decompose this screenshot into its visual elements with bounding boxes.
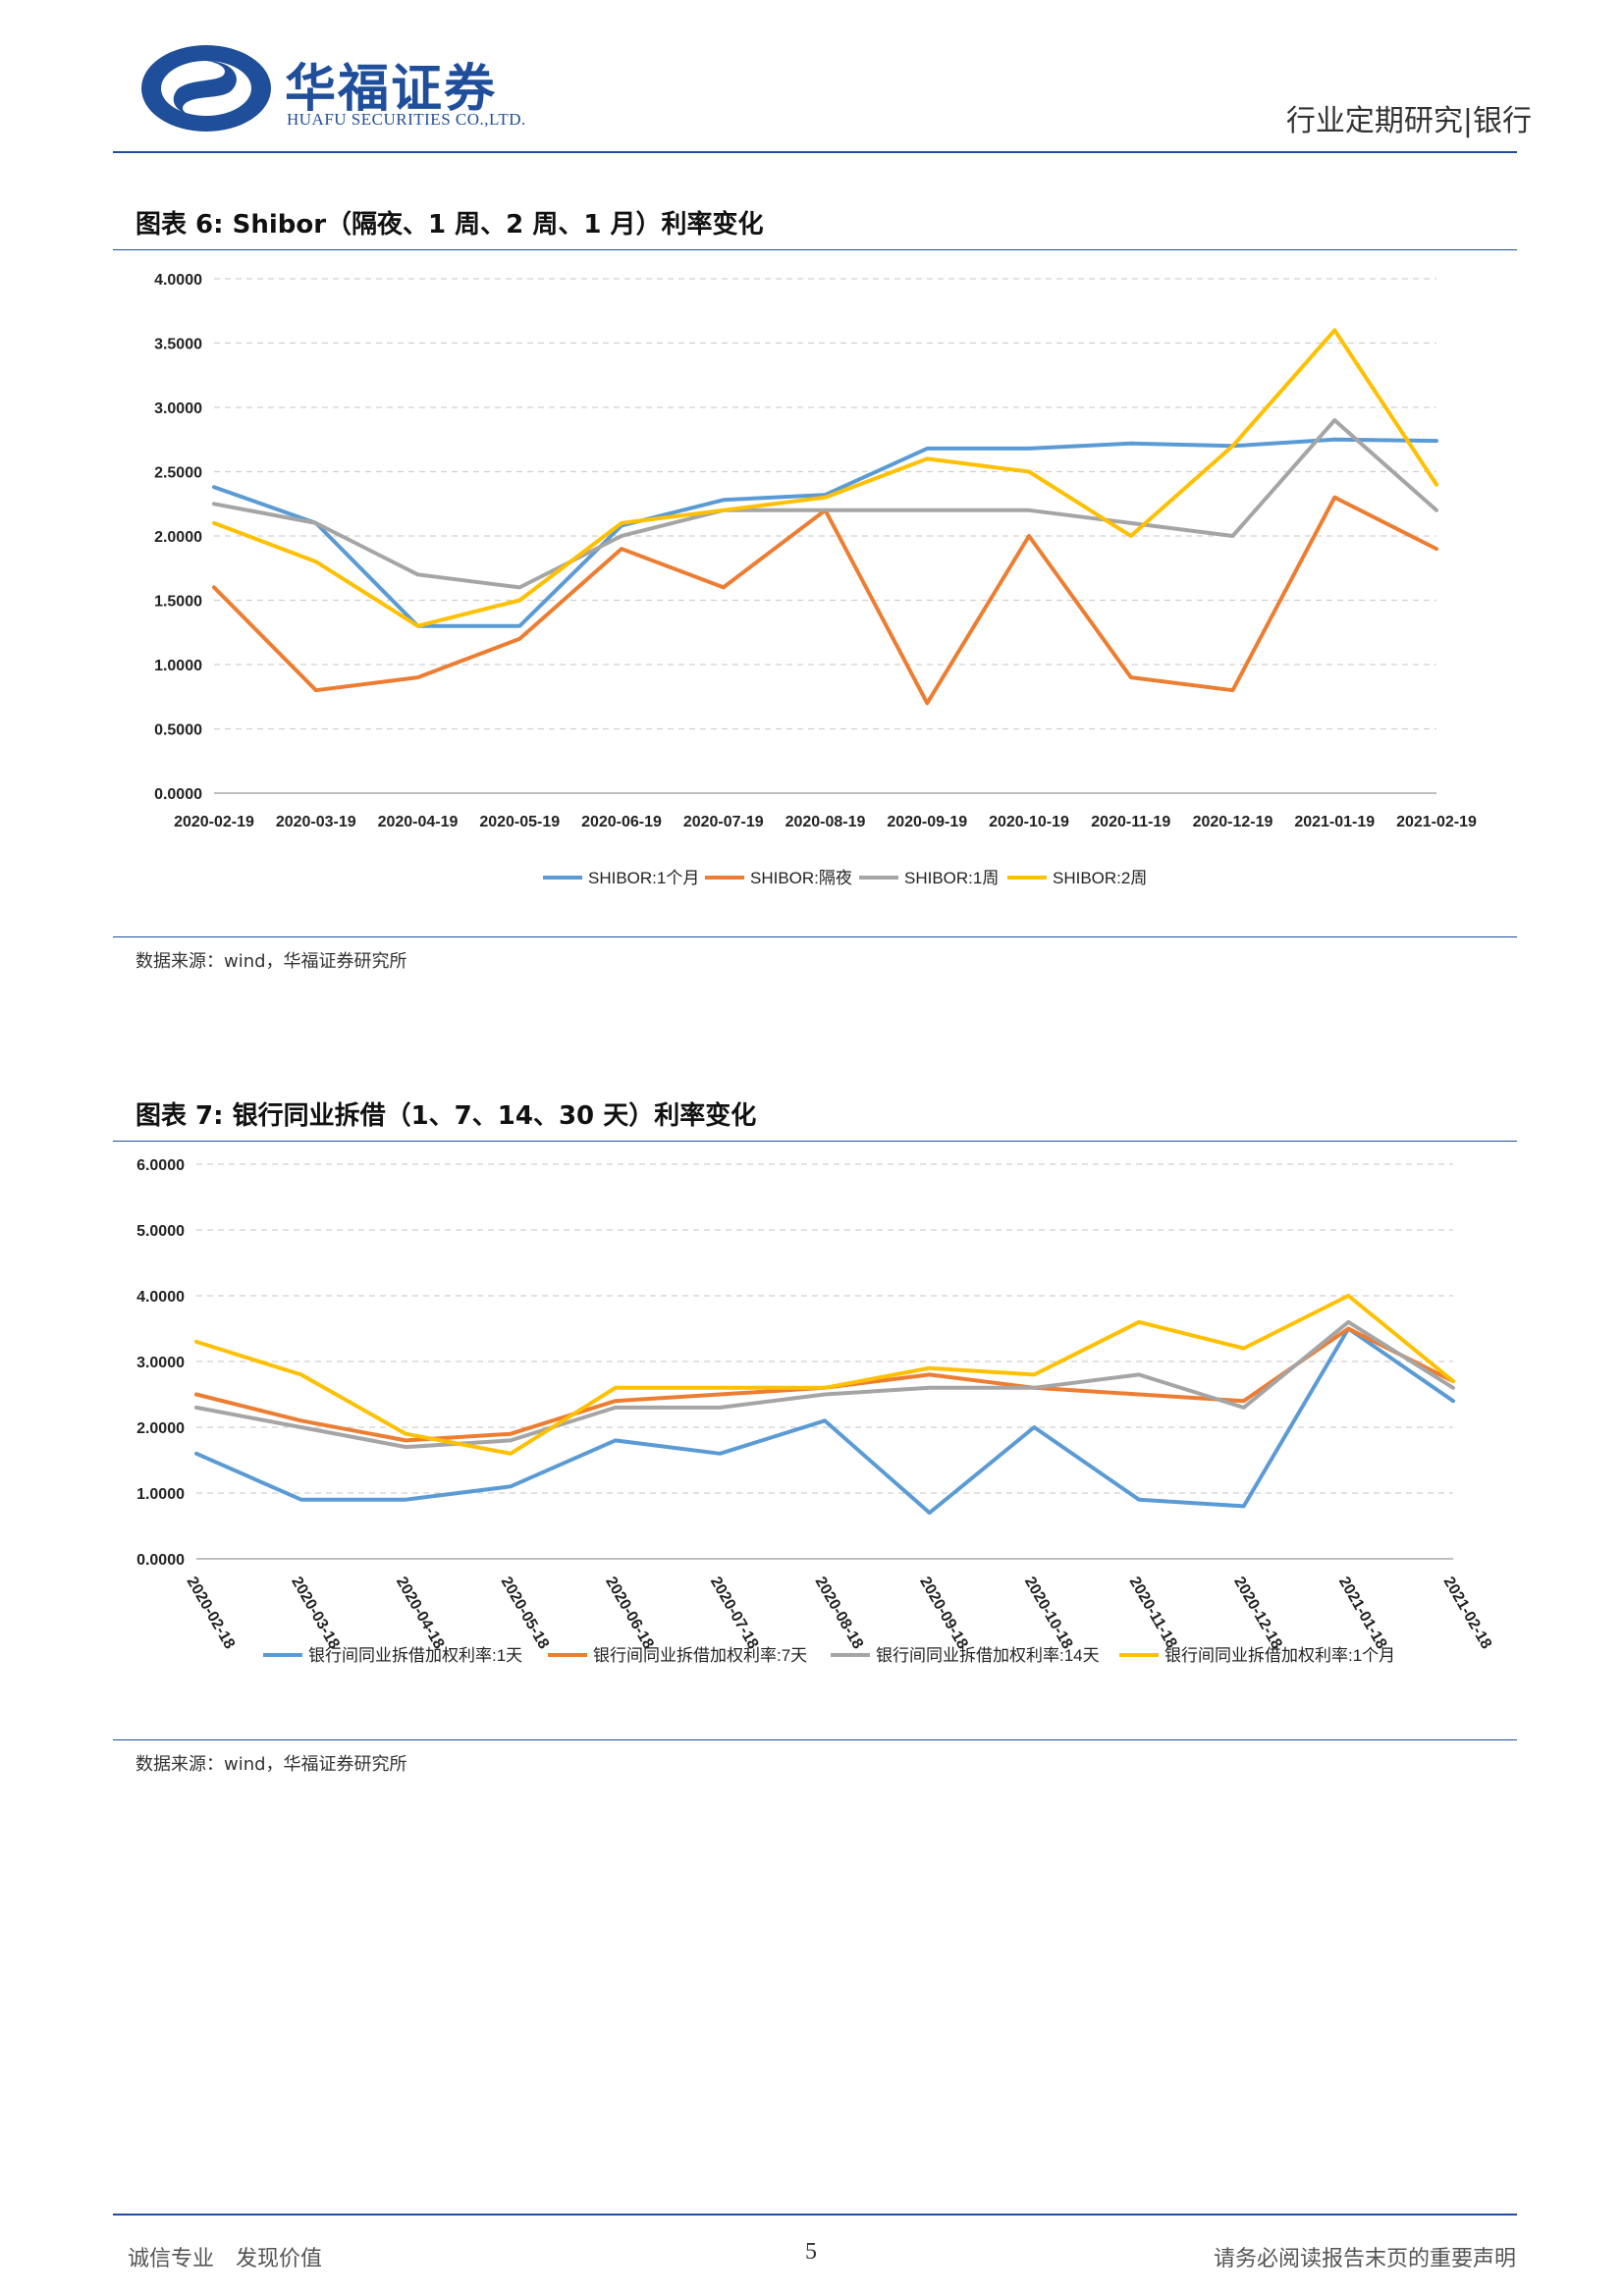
y-tick-label: 1.0000: [154, 658, 202, 674]
figure7-title: 图表 7: 银行同业拆借（1、7、14、30 天）利率变化: [135, 1101, 757, 1131]
legend-label: 银行间同业拆借加权利率:7天: [593, 1646, 807, 1665]
figure6-title: 图表 6: Shibor（隔夜、1 周、2 周、1 月）利率变化: [135, 210, 764, 240]
legend-label: SHIBOR:1个月: [588, 869, 699, 887]
x-tick-label: 2020-06-19: [581, 814, 662, 830]
footer-divider: [113, 2214, 1517, 2216]
x-tick-label: 2020-07-18: [707, 1575, 762, 1652]
x-tick-label: 2020-12-18: [1230, 1575, 1285, 1652]
x-tick-label: 2020-12-19: [1193, 814, 1273, 830]
x-tick-label: 2020-03-19: [276, 814, 356, 830]
figure6-bottom-rule: [113, 936, 1517, 937]
y-tick-label: 2.0000: [136, 1420, 185, 1437]
x-tick-label: 2020-03-18: [288, 1575, 343, 1652]
report-type: 行业定期研究|银行: [1285, 104, 1532, 138]
x-tick-label: 2020-10-18: [1021, 1575, 1076, 1652]
x-tick-label: 2020-05-18: [498, 1575, 553, 1652]
y-tick-label: 0.5000: [154, 722, 202, 739]
y-tick-label: 1.0000: [136, 1486, 185, 1503]
series-line: [212, 418, 1438, 590]
company-name-cn: 华福证券: [285, 60, 498, 119]
x-tick-label: 2020-05-19: [479, 814, 560, 830]
y-tick-label: 1.5000: [154, 594, 202, 611]
y-tick-label: 0.0000: [136, 1552, 185, 1569]
series-line: [194, 1294, 1455, 1456]
y-tick-label: 3.5000: [154, 337, 202, 353]
company-name-en: HUAFU SECURITIES CO.,LTD.: [287, 110, 526, 129]
x-tick-label: 2020-06-18: [602, 1575, 657, 1652]
x-tick-label: 2020-07-19: [683, 814, 764, 830]
y-tick-label: 3.0000: [136, 1355, 185, 1371]
x-tick-label: 2020-08-18: [812, 1575, 867, 1652]
x-tick-label: 2021-01-18: [1335, 1575, 1390, 1652]
figure7-top-rule: [113, 1141, 1517, 1142]
y-tick-label: 0.0000: [154, 786, 202, 803]
series-line: [194, 1326, 1455, 1516]
y-tick-label: 6.0000: [136, 1157, 185, 1174]
x-tick-label: 2021-02-19: [1396, 814, 1477, 830]
x-tick-label: 2020-11-18: [1126, 1575, 1180, 1652]
series-line: [212, 437, 1438, 628]
x-tick-label: 2020-10-19: [989, 814, 1069, 830]
x-tick-label: 2021-02-18: [1440, 1575, 1495, 1652]
footer-slogan: 诚信专业 发现价值: [128, 2247, 323, 2271]
legend-label: SHIBOR:1周: [904, 869, 999, 887]
figure6-chart: 0.0000 0.5000 1.0000 1.5000 2.0000 2.5000 3.00…: [154, 272, 1477, 887]
header-divider: [113, 151, 1517, 153]
y-tick-label: 2.5000: [154, 465, 202, 482]
x-tick-label: 2021-01-19: [1294, 814, 1375, 830]
x-tick-label: 2020-04-19: [378, 814, 459, 830]
x-tick-label: 2020-09-19: [887, 814, 967, 830]
legend-label: 银行间同业拆借加权利率:1个月: [1164, 1646, 1395, 1665]
y-tick-label: 4.0000: [154, 272, 202, 289]
figure7-chart: 0.0000 1.0000 2.0000 3.0000 4.0000 5.0000 6.00…: [136, 1157, 1495, 1665]
y-tick-label: 2.0000: [154, 529, 202, 546]
page-header: 华福证券 HUAFU SECURITIES CO.,LTD. 行业定期研究|银行: [137, 29, 1532, 152]
y-tick-label: 3.0000: [154, 400, 202, 417]
footer-disclaimer: 请务必阅读报告末页的重要声明: [1213, 2247, 1516, 2271]
page-number: 5: [805, 2239, 817, 2265]
x-tick-label: 2020-09-18: [916, 1575, 971, 1652]
figure7-bottom-rule: [113, 1739, 1517, 1740]
y-tick-label: 4.0000: [136, 1289, 185, 1306]
series-line: [194, 1319, 1455, 1450]
y-tick-label: 5.0000: [136, 1223, 185, 1240]
x-tick-label: 2020-04-18: [393, 1575, 448, 1652]
figure7-source: 数据来源：wind，华福证券研究所: [135, 1754, 407, 1775]
figure6-source: 数据来源：wind，华福证券研究所: [135, 951, 407, 972]
legend-label: 银行间同业拆借加权利率:14天: [876, 1646, 1100, 1665]
huafu-logo-icon: [141, 45, 271, 132]
legend-label: 银行间同业拆借加权利率:1天: [308, 1646, 522, 1665]
x-tick-label: 2020-02-19: [174, 814, 254, 830]
series-line: [212, 328, 1438, 628]
x-tick-label: 2020-02-18: [184, 1575, 239, 1652]
x-tick-label: 2020-11-19: [1091, 814, 1170, 830]
legend-label: SHIBOR:2周: [1053, 869, 1147, 887]
x-tick-label: 2020-08-19: [785, 814, 866, 830]
figure6-top-rule: [113, 249, 1517, 250]
legend-label: SHIBOR:隔夜: [750, 869, 852, 887]
